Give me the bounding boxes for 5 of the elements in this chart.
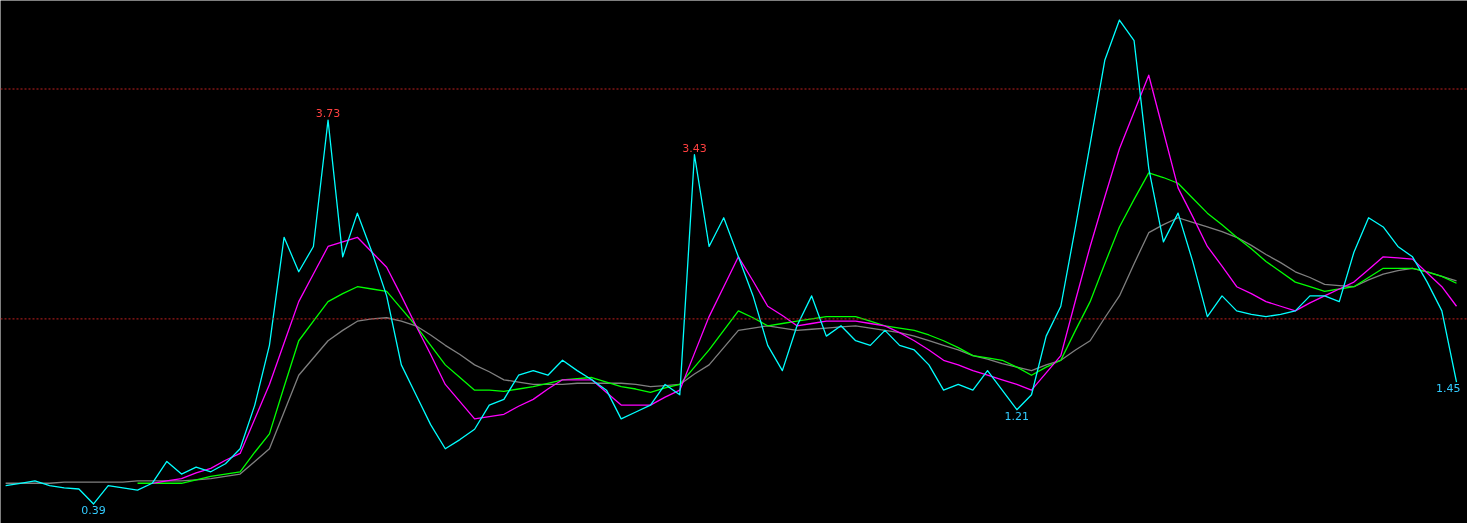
data-label: 0.39 (81, 503, 106, 517)
data-label: 3.73 (315, 107, 341, 121)
data-label: 1.21 (1004, 409, 1030, 423)
data-label: 3.43 (682, 141, 707, 155)
data-label: 1.45 (1436, 382, 1461, 396)
